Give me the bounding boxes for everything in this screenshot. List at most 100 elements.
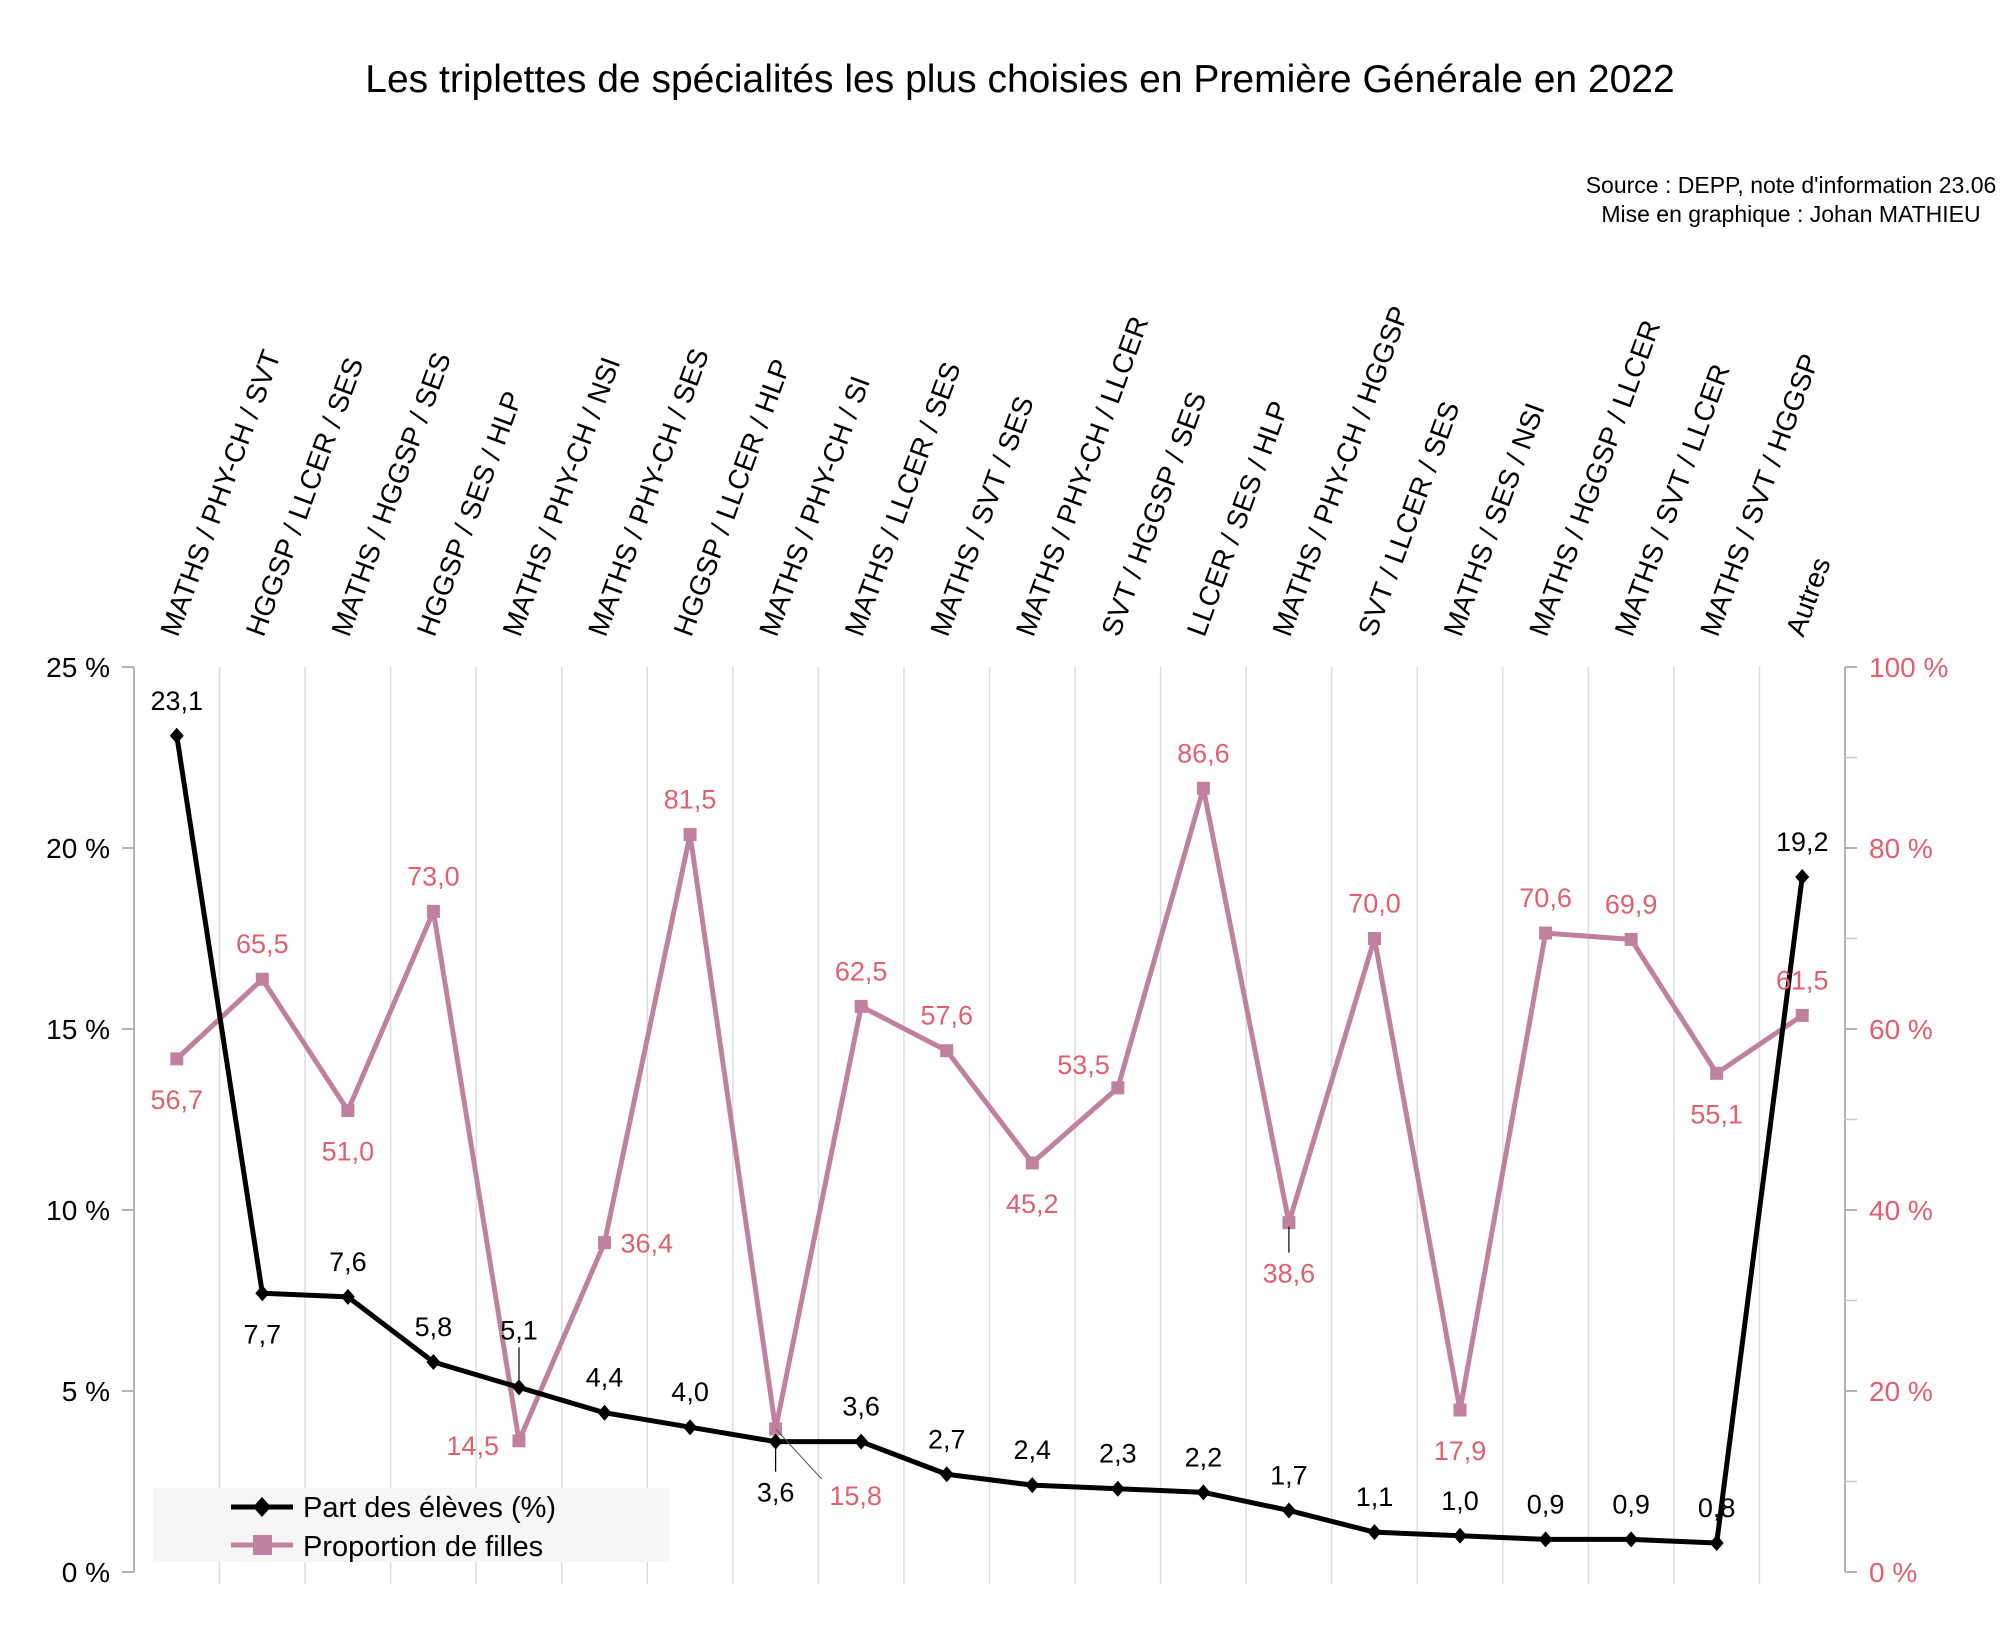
legend: Part des élèves (%) Proportion de filles [153, 1488, 670, 1563]
label-leader-line [775, 1428, 822, 1480]
data-label-part-eleves: 0,8 [1698, 1493, 1736, 1523]
point-part-eleves [1025, 1477, 1040, 1494]
legend-label-filles: Proportion de filles [303, 1531, 543, 1563]
line-proportion-filles [175, 785, 1804, 1444]
point-proportion-filles [1111, 1081, 1125, 1095]
point-proportion-filles [683, 827, 697, 841]
y-left-tick-label: 10 % [46, 1195, 110, 1226]
point-part-eleves [1196, 1484, 1211, 1501]
point-part-eleves [340, 1288, 355, 1305]
data-label-part-eleves: 2,4 [1014, 1435, 1052, 1465]
point-proportion-filles [940, 1044, 954, 1058]
data-label-part-eleves: 5,1 [500, 1315, 538, 1345]
data-labels: 23,1 7,7 7,6 5,8 5,1 4,4 4,0 3,6 3,6 2,7 2,4 2,3 2,2… [150, 686, 1828, 1523]
legend-label-part: Part des élèves (%) [303, 1492, 556, 1524]
data-label-part-eleves: 1,0 [1441, 1486, 1479, 1516]
data-label-proportion-filles: 62,5 [835, 956, 888, 986]
point-proportion-filles [598, 1236, 612, 1250]
y-right-tick-label: 100 % [1869, 652, 1948, 683]
point-proportion-filles [341, 1103, 355, 1117]
legend-square-icon [253, 1535, 272, 1555]
data-label-proportion-filles: 17,9 [1434, 1436, 1487, 1466]
legend-background [153, 1488, 670, 1562]
data-label-proportion-filles: 38,6 [1263, 1259, 1316, 1289]
data-label-part-eleves: 5,8 [415, 1312, 453, 1342]
y-left-tick-label: 5 % [62, 1376, 110, 1407]
data-label-proportion-filles: 65,5 [236, 929, 289, 959]
data-label-part-eleves: 23,1 [150, 686, 203, 716]
point-part-eleves [426, 1354, 441, 1371]
data-label-part-eleves: 3,6 [842, 1392, 880, 1422]
point-part-eleves [1453, 1527, 1468, 1544]
data-label-proportion-filles: 51,0 [322, 1136, 375, 1166]
point-part-eleves [1795, 868, 1810, 885]
data-label-proportion-filles: 15,8 [829, 1481, 882, 1511]
legend-diamond-icon [253, 1497, 271, 1517]
data-label-proportion-filles: 36,4 [621, 1229, 674, 1259]
data-label-part-eleves: 7,6 [329, 1247, 367, 1277]
point-proportion-filles [1196, 781, 1210, 795]
point-proportion-filles [854, 999, 868, 1013]
data-label-proportion-filles: 56,7 [150, 1085, 203, 1115]
data-label-part-eleves: 4,4 [586, 1363, 624, 1393]
point-part-eleves [1110, 1480, 1125, 1497]
point-part-eleves [683, 1419, 698, 1436]
data-label-proportion-filles: 53,5 [1057, 1050, 1110, 1080]
data-label-proportion-filles: 61,5 [1776, 965, 1829, 995]
y-right-tick-label: 40 % [1869, 1195, 1933, 1226]
point-proportion-filles [1539, 926, 1553, 940]
category-label: Autres [1780, 553, 1837, 640]
y-left-tick-label: 0 % [62, 1557, 110, 1588]
data-label-proportion-filles: 70,6 [1519, 883, 1572, 913]
point-part-eleves [511, 1379, 526, 1396]
data-label-part-eleves: 2,7 [928, 1424, 966, 1454]
data-label-proportion-filles: 69,9 [1605, 889, 1658, 919]
point-part-eleves [1281, 1502, 1296, 1519]
point-part-eleves [169, 727, 184, 744]
y-right-tick-label: 80 % [1869, 833, 1933, 864]
data-label-part-eleves: 1,1 [1356, 1482, 1394, 1512]
vertical-gridlines [218, 667, 1761, 1572]
point-part-eleves [939, 1466, 954, 1483]
line-part-eleves [174, 735, 1805, 1546]
data-label-part-eleves: 1,7 [1270, 1460, 1308, 1490]
data-label-part-eleves: 2,3 [1099, 1439, 1137, 1469]
point-proportion-filles [512, 1434, 526, 1448]
point-proportion-filles [1025, 1156, 1039, 1170]
data-label-part-eleves: 0,9 [1527, 1489, 1565, 1519]
point-proportion-filles [1795, 1008, 1809, 1022]
point-proportion-filles [426, 904, 440, 918]
chart-title: Les triplettes de spécialités les plus c… [365, 58, 1674, 101]
point-proportion-filles [1624, 932, 1638, 946]
y-right-tick-label: 20 % [1869, 1376, 1933, 1407]
axes: 0 % 5 % 10 % 15 % 20 % 25 % 0 % 20 % 40 % 60 % 80 … [46, 652, 1948, 1588]
data-label-proportion-filles: 14,5 [446, 1431, 499, 1461]
y-right-tick-label: 60 % [1869, 1014, 1933, 1045]
y-left-tick-label: 15 % [46, 1014, 110, 1045]
data-label-proportion-filles: 70,0 [1348, 889, 1401, 919]
point-proportion-filles [255, 972, 269, 986]
data-label-proportion-filles: 81,5 [664, 784, 717, 814]
point-proportion-filles [1710, 1066, 1724, 1080]
point-proportion-filles [170, 1052, 184, 1066]
point-proportion-filles [1453, 1403, 1467, 1417]
point-part-eleves [255, 1285, 270, 1302]
y-left-tick-label: 25 % [46, 652, 110, 683]
data-label-part-eleves: 4,0 [671, 1377, 709, 1407]
point-proportion-filles [1282, 1216, 1296, 1230]
point-part-eleves [1367, 1524, 1382, 1541]
point-part-eleves [597, 1404, 612, 1421]
point-proportion-filles [1367, 932, 1381, 945]
data-label-proportion-filles: 55,1 [1690, 1099, 1743, 1129]
data-label-proportion-filles: 73,0 [407, 861, 460, 891]
data-label-part-eleves: 0,9 [1612, 1489, 1650, 1519]
data-label-part-eleves: 2,2 [1185, 1442, 1223, 1472]
data-label-proportion-filles: 45,2 [1006, 1189, 1059, 1219]
series-part-eleves [169, 727, 1810, 1552]
y-left-tick-label: 20 % [46, 833, 110, 864]
point-part-eleves [1538, 1531, 1553, 1548]
point-part-eleves [1624, 1531, 1639, 1548]
data-label-part-eleves: 7,7 [244, 1319, 282, 1349]
